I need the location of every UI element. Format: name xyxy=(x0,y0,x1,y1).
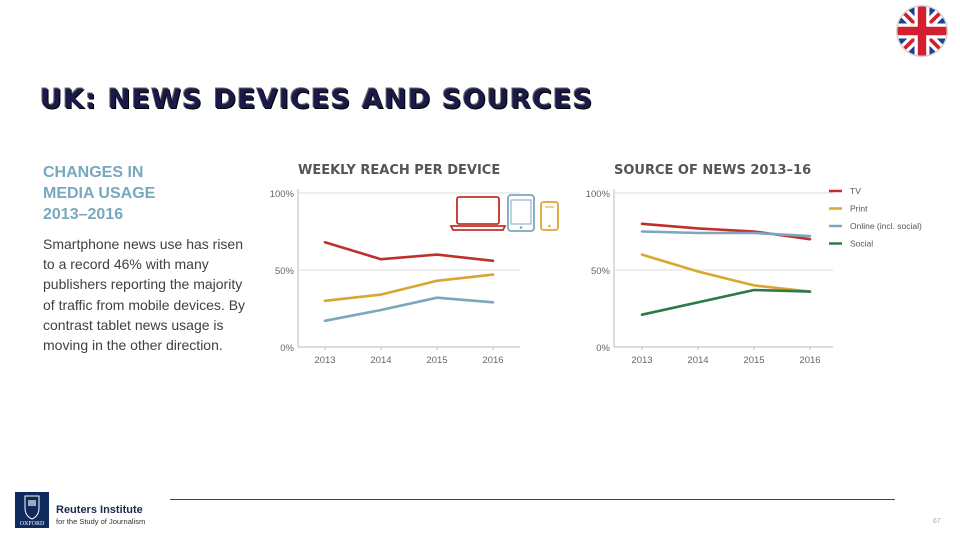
oxford-logo: OXFORD xyxy=(15,492,49,528)
phone-button xyxy=(548,224,551,228)
sidebar-heading-line: 2013–2016 xyxy=(43,206,124,223)
footer-divider xyxy=(170,499,895,500)
device-chart-title: WEEKLY REACH PER DEVICE xyxy=(298,163,501,178)
device-icons-legend xyxy=(449,194,559,232)
source-series-line xyxy=(640,288,812,317)
laptop-icon xyxy=(449,196,507,231)
logo-tagline: for the Study of Journalism xyxy=(56,517,146,526)
source-series-line xyxy=(640,253,812,293)
sidebar-heading: CHANGES IN MEDIA USAGE 2013–2016 xyxy=(43,162,248,225)
laptop-screen xyxy=(456,196,500,225)
source-y-tick-label: 0% xyxy=(596,343,610,354)
logo-name: Reuters Institute xyxy=(56,504,143,516)
tablet-body xyxy=(507,194,535,232)
sidebar-summary: CHANGES IN MEDIA USAGE 2013–2016 Smartph… xyxy=(43,162,248,355)
tablet-icon xyxy=(507,194,535,232)
legend-label: Print xyxy=(850,204,868,214)
device-x-tick-label: 2013 xyxy=(314,355,335,366)
source-series-line xyxy=(640,230,812,238)
uk-flag-icon xyxy=(896,5,948,57)
sidebar-heading-line: CHANGES IN xyxy=(43,164,144,181)
legend-label: Social xyxy=(850,239,873,249)
page-number: 67 xyxy=(933,518,941,525)
device-series-line xyxy=(323,273,495,303)
smartphone-icon xyxy=(540,201,559,231)
device-x-tick-label: 2015 xyxy=(426,355,447,366)
source-y-tick-label: 50% xyxy=(591,266,611,277)
device-series-line xyxy=(323,241,495,263)
device-x-tick-label: 2014 xyxy=(370,355,391,366)
laptop-base xyxy=(449,225,507,231)
device-series-line xyxy=(323,296,495,323)
oxford-wordmark: OXFORD xyxy=(20,521,45,527)
reuters-institute-logo: Reuters Institute for the Study of Journ… xyxy=(56,504,145,527)
legend-label: Online (incl. social) xyxy=(850,221,922,231)
source-x-tick-label: 2016 xyxy=(799,355,820,366)
device-chart: 0% 50% 100% 2013 2014 2015 2016 xyxy=(270,189,520,366)
device-y-tick-label: 100% xyxy=(270,189,295,200)
source-x-tick-label: 2015 xyxy=(743,355,764,366)
source-x-tick-label: 2014 xyxy=(687,355,708,366)
tablet-screen xyxy=(510,199,532,225)
device-y-tick-label: 50% xyxy=(275,266,295,277)
sidebar-body: Smartphone news use has risen to a recor… xyxy=(43,236,246,354)
tablet-button xyxy=(519,226,523,229)
source-chart-title: SOURCE OF NEWS 2013–16 xyxy=(614,163,812,178)
source-x-tick-label: 2013 xyxy=(631,355,652,366)
source-chart: 0% 50% 100% 2013 2014 2015 2016 TV Print Online (… xyxy=(586,186,922,366)
phone-body xyxy=(540,201,559,231)
device-y-tick-label: 0% xyxy=(280,343,294,354)
legend-label: TV xyxy=(850,186,861,196)
sidebar-heading-line: MEDIA USAGE xyxy=(43,185,156,202)
device-x-tick-label: 2016 xyxy=(482,355,503,366)
source-y-tick-label: 100% xyxy=(586,189,611,200)
page-title: UK: NEWS DEVICES AND SOURCES xyxy=(40,84,594,115)
oxford-crest-icon: OXFORD xyxy=(20,495,45,527)
